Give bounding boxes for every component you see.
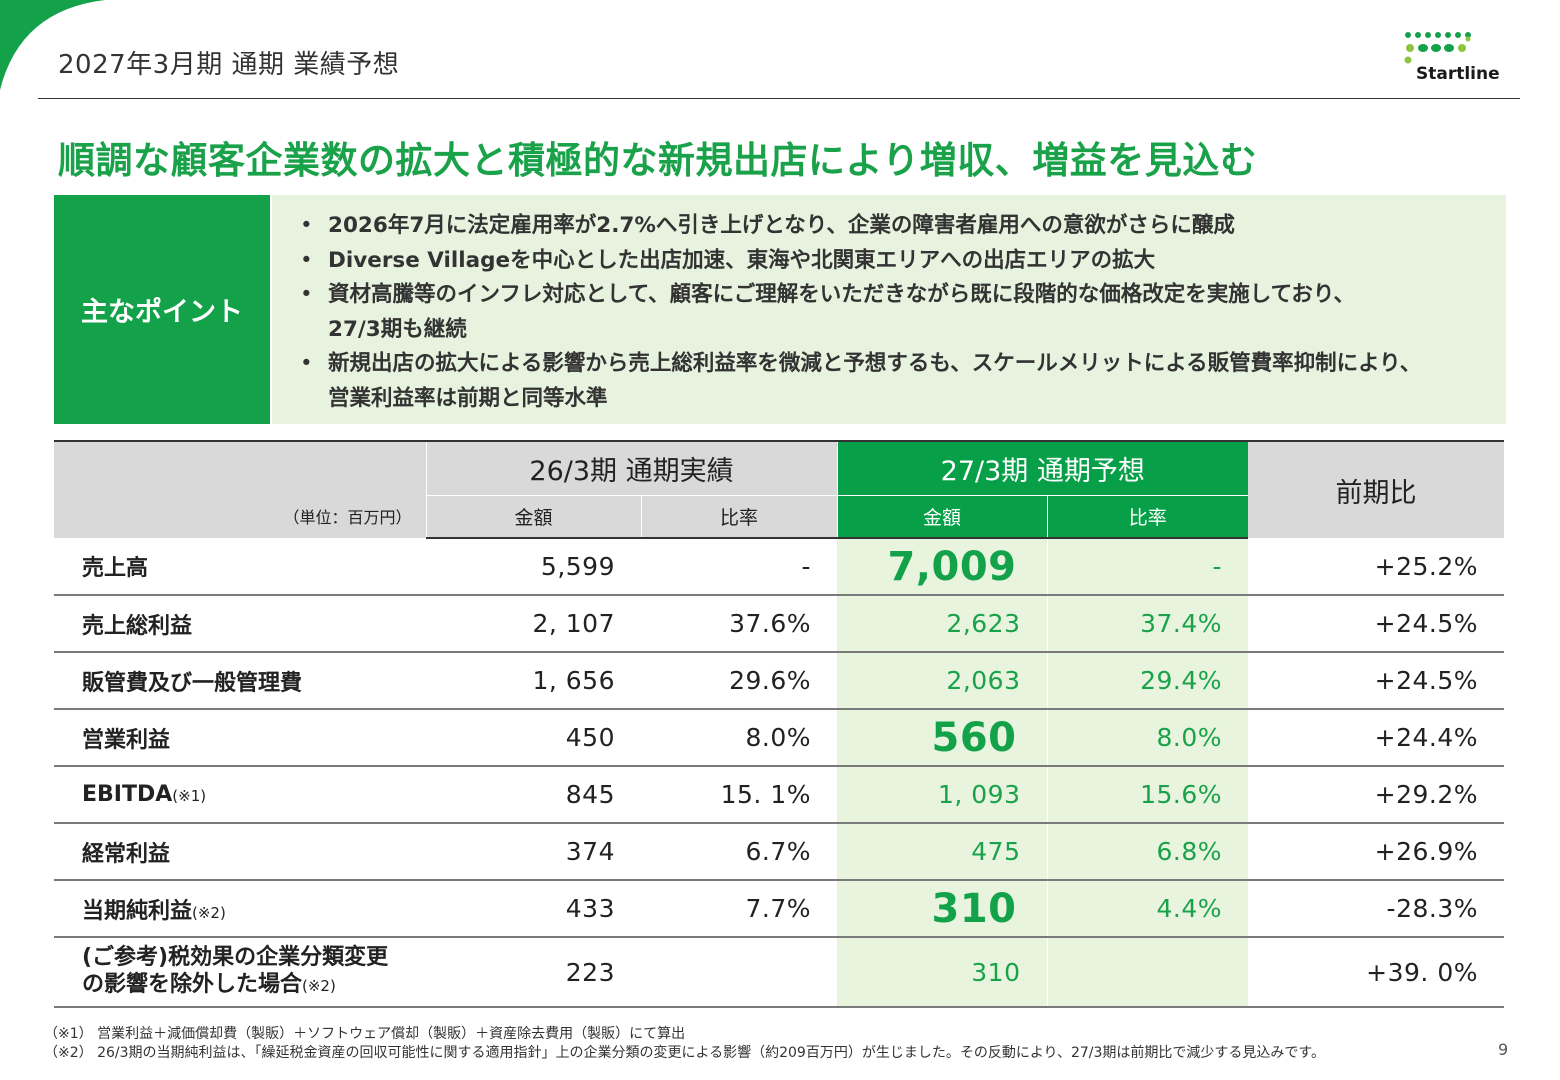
next-ratio-cell: 4.4% xyxy=(1047,880,1248,938)
prev-amount-cell: 1, 656 xyxy=(426,652,641,710)
next-ratio-cell: 8.0% xyxy=(1047,709,1248,767)
logo-text: Startline xyxy=(1416,64,1500,84)
prev-amount-cell: 450 xyxy=(426,709,641,767)
footnote-ref: (※2) xyxy=(302,977,336,995)
yoy-header: 前期比 xyxy=(1248,440,1504,538)
row-label: 経常利益 xyxy=(54,823,426,881)
prev-ratio-header: 比率 xyxy=(641,494,838,539)
table-row: 当期純利益(※2) 433 7.7% 310 4.4% -28.3% xyxy=(54,880,1504,938)
prev-ratio-cell: 37.6% xyxy=(641,595,837,653)
next-ratio-cell: 6.8% xyxy=(1047,823,1248,881)
row-label: EBITDA(※1) xyxy=(54,766,426,824)
key-points-box: 2026年7月に法定雇用率が2.7%へ引き上げとなり、企業の障害者雇用への意欲が… xyxy=(272,195,1506,424)
yoy-cell: +24.5% xyxy=(1248,595,1504,653)
prev-ratio-cell: 6.7% xyxy=(641,823,837,881)
key-point-continuation: 27/3期も継続 xyxy=(328,316,467,342)
footnote-ref: (※1) xyxy=(172,787,207,805)
next-amount-cell: 310 xyxy=(837,880,1048,938)
page-number: 9 xyxy=(1498,1040,1509,1059)
yoy-cell: +26.9% xyxy=(1248,823,1504,881)
prev-ratio-cell xyxy=(641,937,837,1008)
next-amount-cell: 475 xyxy=(837,823,1048,881)
yoy-cell: +24.5% xyxy=(1248,652,1504,710)
prev-amount-cell: 845 xyxy=(426,766,641,824)
prev-amount-cell: 433 xyxy=(426,880,641,938)
key-point-item: 2026年7月に法定雇用率が2.7%へ引き上げとなり、企業の障害者雇用への意欲が… xyxy=(300,209,1506,244)
table-row: 売上総利益 2, 107 37.6% 2,623 37.4% +24.5% xyxy=(54,595,1504,653)
footnote-ref: (※2) xyxy=(192,903,226,922)
key-points-list: 2026年7月に法定雇用率が2.7%へ引き上げとなり、企業の障害者雇用への意欲が… xyxy=(300,209,1506,416)
row-label: 販管費及び一般管理費 xyxy=(54,652,426,710)
table-row: EBITDA(※1) 845 15. 1% 1, 093 15.6% +29.2… xyxy=(54,766,1504,824)
prev-amount-cell: 5,599 xyxy=(426,538,641,596)
footnote-1: （※1） 営業利益＋減価償却費（製販）＋ソフトウェア償却（製販）＋資産除去費用（… xyxy=(44,1026,686,1042)
yoy-cell: +39. 0% xyxy=(1248,937,1504,1008)
prev-amount-cell: 374 xyxy=(426,823,641,881)
next-year-header: 27/3期 通期予想 xyxy=(837,440,1248,495)
yoy-cell: +29.2% xyxy=(1248,766,1504,824)
next-amount-cell: 560 xyxy=(837,709,1048,767)
prev-amount-header: 金額 xyxy=(426,494,642,539)
next-ratio-header: 比率 xyxy=(1047,494,1248,539)
key-point-item: 新規出店の拡大による影響から売上総利益率を微減と予想するも、スケールメリットによ… xyxy=(300,347,1506,382)
yoy-cell: +25.2% xyxy=(1248,538,1504,596)
row-label: 当期純利益(※2) xyxy=(54,880,426,938)
header-divider xyxy=(38,98,1520,99)
prev-ratio-cell: - xyxy=(641,538,837,596)
table-row: 売上高 5,599 - 7,009 - +25.2% xyxy=(54,538,1504,596)
row-label: (ご参考)税効果の企業分類変更 の影響を除外した場合(※2) xyxy=(54,937,426,1008)
prev-amount-cell: 2, 107 xyxy=(426,595,641,653)
next-amount-cell: 310 xyxy=(837,937,1048,1008)
prev-ratio-cell: 8.0% xyxy=(641,709,837,767)
next-ratio-cell: 29.4% xyxy=(1047,652,1248,710)
next-amount-cell: 7,009 xyxy=(837,538,1048,596)
prev-ratio-cell: 29.6% xyxy=(641,652,837,710)
next-amount-cell: 2,063 xyxy=(837,652,1048,710)
key-point-continuation: 営業利益率は前期と同等水準 xyxy=(328,385,608,411)
row-label: 営業利益 xyxy=(54,709,426,767)
key-points-label: 主なポイント xyxy=(54,195,270,424)
prev-ratio-cell: 15. 1% xyxy=(641,766,837,824)
table-row: (ご参考)税効果の企業分類変更 の影響を除外した場合(※2) 223 310 +… xyxy=(54,937,1504,1008)
next-amount-cell: 1, 093 xyxy=(837,766,1048,824)
page-header-title: 2027年3月期 通期 業績予想 xyxy=(58,50,400,80)
footnotes: （※1） 営業利益＋減価償却費（製販）＋ソフトウェア償却（製販）＋資産除去費用（… xyxy=(44,1025,1325,1063)
next-ratio-cell: 15.6% xyxy=(1047,766,1248,824)
table-row: 経常利益 374 6.7% 475 6.8% +26.9% xyxy=(54,823,1504,881)
table-row: 営業利益 450 8.0% 560 8.0% +24.4% xyxy=(54,709,1504,767)
yoy-cell: +24.4% xyxy=(1248,709,1504,767)
table-row: 販管費及び一般管理費 1, 656 29.6% 2,063 29.4% +24.… xyxy=(54,652,1504,710)
row-label: 売上総利益 xyxy=(54,595,426,653)
logo-dots-icon xyxy=(1404,32,1471,64)
next-amount-cell: 2,623 xyxy=(837,595,1048,653)
prev-year-header: 26/3期 通期実績 xyxy=(426,440,838,495)
corner-decoration xyxy=(0,0,110,90)
slide-headline: 順調な顧客企業数の拡大と積極的な新規出店により増収、増益を見込む xyxy=(58,139,1258,182)
next-ratio-cell: - xyxy=(1047,538,1248,596)
prev-amount-cell: 223 xyxy=(426,937,641,1008)
forecast-table: （単位：百万円） 26/3期 通期実績 27/3期 通期予想 前期比 金額 比率… xyxy=(54,440,1504,1008)
next-amount-header: 金額 xyxy=(837,494,1048,539)
next-ratio-cell xyxy=(1047,937,1248,1008)
unit-label: （単位：百万円） xyxy=(54,440,427,538)
company-logo: Startline xyxy=(1398,28,1514,88)
next-ratio-cell: 37.4% xyxy=(1047,595,1248,653)
yoy-cell: -28.3% xyxy=(1248,880,1504,938)
footnote-2: （※2） 26/3期の当期純利益は、「繰延税金資産の回収可能性に関する適用指針」… xyxy=(44,1045,1326,1061)
row-label: 売上高 xyxy=(54,538,426,596)
prev-ratio-cell: 7.7% xyxy=(641,880,837,938)
key-point-item: Diverse Villageを中心とした出店加速、東海や北関東エリアへの出店エ… xyxy=(300,244,1506,279)
key-point-item: 資材高騰等のインフレ対応として、顧客にご理解をいただきながら既に段階的な価格改定… xyxy=(300,278,1506,313)
